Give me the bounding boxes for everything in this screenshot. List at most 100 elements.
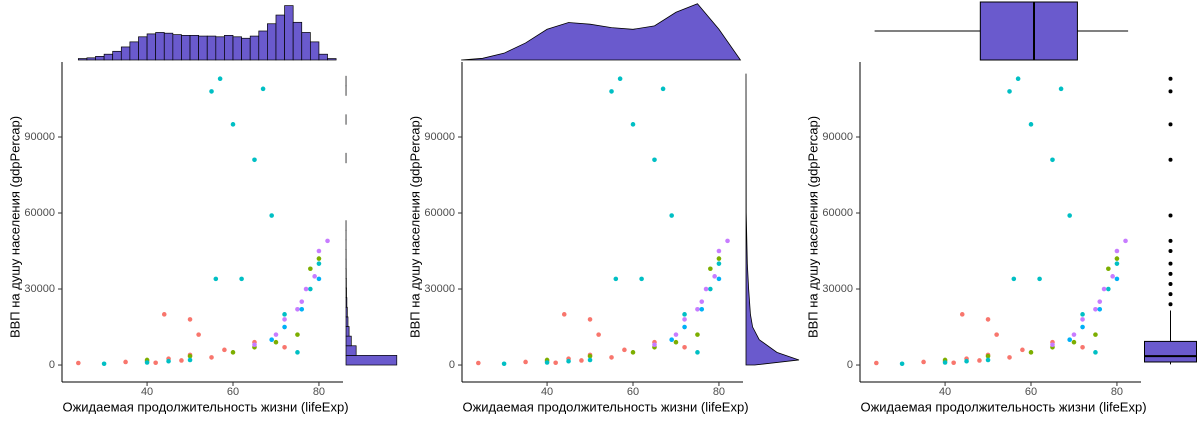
point xyxy=(699,299,705,304)
point xyxy=(1080,344,1085,350)
top-histogram-bar xyxy=(241,37,251,61)
point xyxy=(1106,266,1111,272)
x-tick-label: 80 xyxy=(713,386,725,398)
point xyxy=(660,86,666,92)
top-histogram-bar xyxy=(309,41,320,61)
top-histogram-bar xyxy=(249,35,260,61)
point xyxy=(316,261,322,266)
x-tick-label: 80 xyxy=(313,386,325,398)
x-tick-label: 60 xyxy=(1025,386,1037,398)
y-tick-label: 0 xyxy=(847,359,853,371)
point xyxy=(673,332,679,337)
point xyxy=(1028,350,1034,355)
top-histogram-bar xyxy=(318,53,328,61)
top-histogram-bar xyxy=(224,34,234,61)
point xyxy=(222,347,227,353)
top-histogram-bar xyxy=(206,35,217,61)
right-outlier xyxy=(1168,271,1173,276)
point xyxy=(951,360,956,366)
point xyxy=(579,358,584,363)
top-histogram-bar xyxy=(189,34,199,61)
point xyxy=(561,312,567,317)
y-tick-label: 90000 xyxy=(24,131,55,143)
point xyxy=(639,276,644,282)
point xyxy=(682,317,687,322)
point xyxy=(1067,337,1072,342)
point xyxy=(1101,286,1107,292)
point xyxy=(652,157,657,163)
point xyxy=(695,332,700,337)
y-tick-label: 0 xyxy=(449,359,455,371)
right-histogram-bar xyxy=(345,316,349,327)
y-tick-label: 60000 xyxy=(424,207,455,219)
point xyxy=(187,353,193,359)
point xyxy=(942,360,948,365)
top-histogram-bar xyxy=(103,53,114,61)
top-histogram-bar xyxy=(86,57,96,61)
point xyxy=(985,317,991,322)
point xyxy=(874,360,879,366)
point xyxy=(1110,274,1115,279)
right-outlier xyxy=(1168,249,1173,254)
point xyxy=(1114,276,1120,282)
right-outlier xyxy=(1168,281,1173,286)
point xyxy=(630,122,636,127)
x-tick-label: 80 xyxy=(1111,386,1123,398)
y-tick-label: 0 xyxy=(49,359,55,371)
point xyxy=(252,157,257,163)
point xyxy=(295,350,300,355)
right-outlier xyxy=(1168,76,1173,81)
point xyxy=(187,317,193,322)
right-outlier xyxy=(1168,238,1173,243)
point xyxy=(587,317,593,322)
point xyxy=(316,276,322,282)
x-axis-label: Ожидаемая продолжительность жизни (lifeE… xyxy=(860,399,1146,414)
point xyxy=(617,76,623,82)
point xyxy=(703,286,709,292)
point xyxy=(716,248,722,254)
top-histogram-bar xyxy=(258,30,268,61)
y-tick-label: 30000 xyxy=(424,283,455,295)
point xyxy=(708,286,713,292)
point xyxy=(269,213,274,218)
top-histogram-bar xyxy=(232,36,242,61)
point xyxy=(1037,276,1042,282)
point xyxy=(725,238,730,244)
top-histogram-bar xyxy=(198,35,208,61)
x-tick-label: 60 xyxy=(627,386,639,398)
point xyxy=(153,360,158,366)
top-histogram-bar xyxy=(301,32,311,61)
y-tick-label: 90000 xyxy=(424,131,455,143)
point xyxy=(269,337,274,342)
top-histogram-bar xyxy=(215,36,225,61)
point xyxy=(994,332,999,337)
point xyxy=(1007,355,1012,360)
y-tick-label: 60000 xyxy=(822,207,853,219)
point xyxy=(213,276,219,282)
x-tick-label: 40 xyxy=(939,386,951,398)
point xyxy=(716,261,722,266)
top-histogram-bar xyxy=(155,32,165,61)
top-histogram-bar xyxy=(284,5,294,61)
point xyxy=(282,324,287,330)
point xyxy=(303,286,309,292)
point xyxy=(282,344,287,350)
point xyxy=(630,350,636,355)
point xyxy=(899,361,905,367)
point xyxy=(230,122,236,127)
point xyxy=(144,360,150,365)
top-histogram-bar xyxy=(275,14,285,61)
point xyxy=(985,353,991,359)
point xyxy=(566,358,571,364)
y-axis-label: ВВП на душу населения (gdpPercap) xyxy=(805,116,820,338)
point xyxy=(295,306,300,312)
point xyxy=(682,324,687,330)
point xyxy=(652,342,657,348)
point xyxy=(325,238,330,244)
right-outlier xyxy=(1168,261,1173,266)
right-histogram-bar xyxy=(345,335,352,347)
point xyxy=(1015,76,1021,82)
right-histogram-bar xyxy=(345,326,350,337)
point xyxy=(587,357,593,363)
point xyxy=(1007,89,1012,94)
